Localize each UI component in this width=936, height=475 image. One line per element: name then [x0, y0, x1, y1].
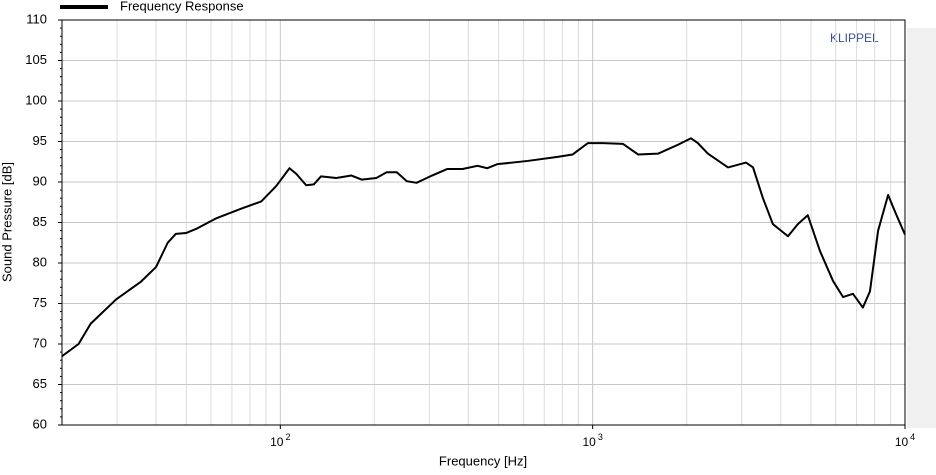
y-tick-label: 110	[26, 11, 47, 26]
y-tick-label: 95	[33, 133, 47, 148]
y-tick-label: 105	[25, 52, 47, 67]
x-tick-base: 10	[582, 435, 596, 449]
legend-label: Frequency Response	[120, 0, 244, 13]
x-tick-label: 10 3	[582, 432, 602, 449]
y-tick-label: 90	[33, 173, 47, 188]
y-tick-label: 85	[33, 214, 47, 229]
x-tick-exponent: 4	[910, 432, 915, 442]
y-axis-label: Sound Pressure [dB]	[0, 162, 14, 282]
y-tick-label: 80	[33, 254, 47, 269]
y-tick-label: 70	[33, 335, 47, 350]
x-tick-exponent: 2	[285, 432, 290, 442]
response-line	[61, 137, 906, 357]
x-tick-label: 10 2	[270, 432, 290, 449]
x-tick-base: 10	[270, 435, 284, 449]
plot-frame	[61, 19, 906, 426]
x-tick-label: 10 4	[895, 432, 915, 449]
annotation: KLIPPEL	[830, 31, 879, 45]
y-tick-label: 75	[33, 295, 47, 310]
x-axis-label: Frequency [Hz]	[439, 453, 527, 468]
y-tick-label: 100	[25, 92, 47, 107]
side-panel	[907, 28, 936, 428]
y-tick-label: 60	[33, 416, 47, 431]
x-tick-base: 10	[895, 435, 909, 449]
y-tick-label: 65	[33, 376, 47, 391]
x-tick-exponent: 3	[598, 432, 603, 442]
